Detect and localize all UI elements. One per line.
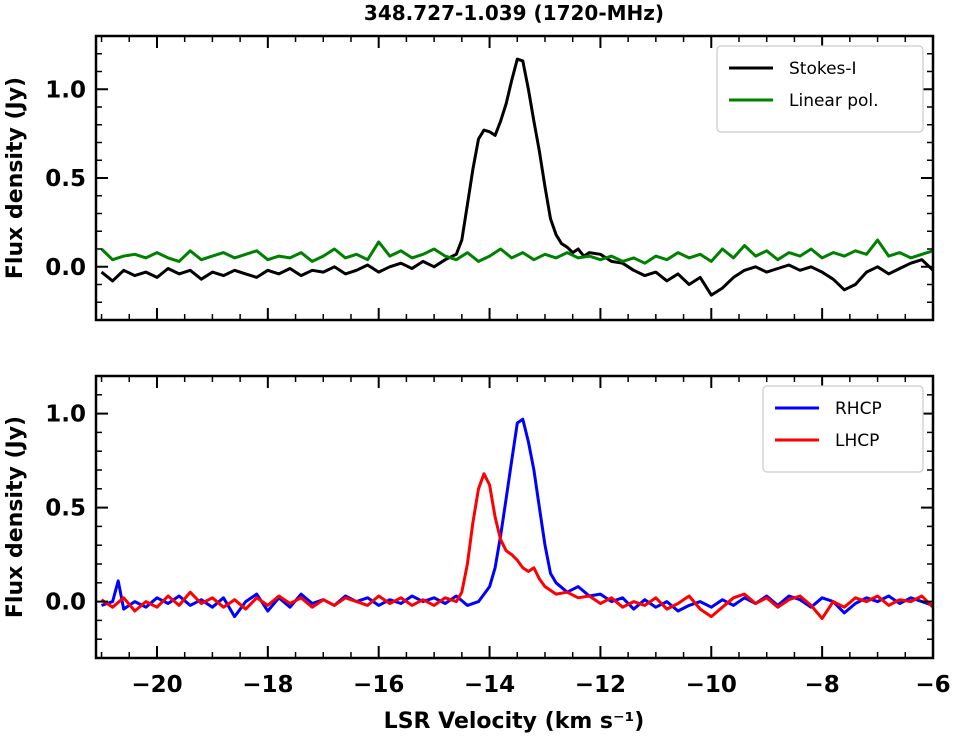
- x-tick-label: −10: [686, 672, 737, 698]
- y-tick-label: 0.5: [45, 166, 86, 192]
- x-tick-label: −14: [464, 672, 515, 698]
- legend-label: RHCP: [835, 399, 882, 419]
- y-axis-label: Flux density (Jy): [3, 416, 28, 618]
- figure-title: 348.727-1.039 (1720-MHz): [364, 1, 664, 25]
- legend-label: Linear pol.: [789, 91, 879, 111]
- y-tick-label: 0.0: [45, 590, 86, 616]
- x-tick-label: −16: [353, 672, 404, 698]
- y-tick-label: 0.5: [45, 496, 86, 522]
- bottom-panel-rhcp-lhcp: −20 −18 −16 −14 −12 −10 −8 −6 0.0 0.5 1.0 Flux dens…: [3, 374, 951, 698]
- x-tick-label: −12: [575, 672, 626, 698]
- legend-label: LHCP: [835, 431, 879, 451]
- x-tick-label: −18: [242, 672, 293, 698]
- x-tick-label: −8: [804, 672, 839, 698]
- x-tick-label: −20: [131, 672, 182, 698]
- series-line-linear-pol: [100, 238, 933, 265]
- top-panel-stokes-linear: 0.0 0.5 1.0 Flux density (Jy) Stokes-I Linear…: [3, 34, 935, 322]
- y-tick-label: 0.0: [45, 255, 86, 281]
- legend-label: Stokes-I: [789, 59, 857, 79]
- x-axis-label: LSR Velocity (km s⁻¹): [384, 709, 645, 734]
- y-tick-label: 1.0: [45, 77, 86, 103]
- x-tick-label: −6: [915, 672, 950, 698]
- series-line-stokes-i: [100, 57, 933, 297]
- axes-frame: [94, 374, 935, 660]
- y-tick-label: 1.0: [45, 402, 86, 428]
- series-line-lhcp: [100, 472, 933, 620]
- y-axis-label: Flux density (Jy): [3, 77, 28, 279]
